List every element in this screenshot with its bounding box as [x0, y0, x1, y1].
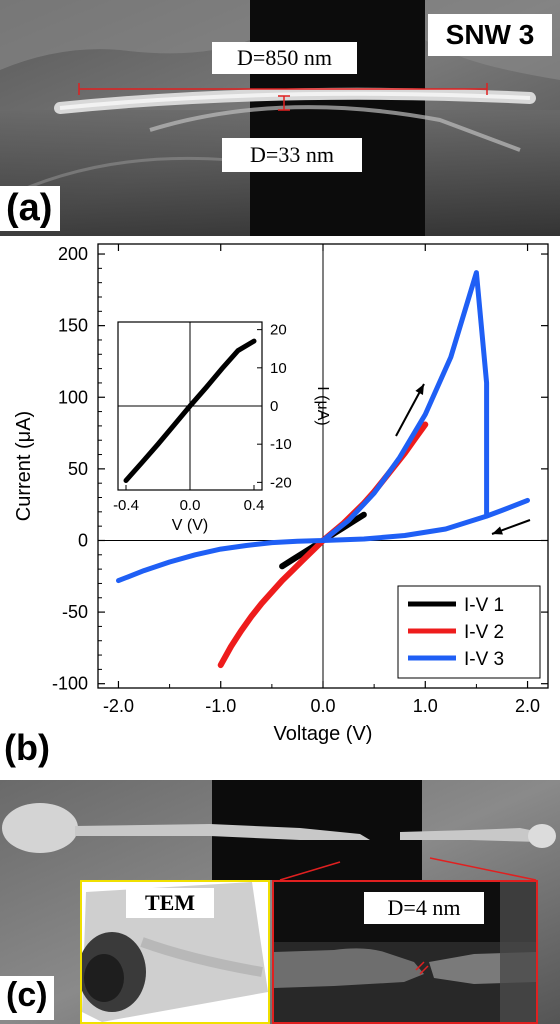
- length-label: D=850 nm: [212, 42, 357, 74]
- inset-y-tick-label: -10: [270, 436, 292, 453]
- tem-inset: TEM: [80, 880, 270, 1024]
- sem-image-panel-c: TEM D=4 nm (c): [0, 780, 560, 1024]
- sem-image-panel-a: D=850 nm D=33 nm SNW 3 (a): [0, 0, 560, 236]
- sample-label: SNW 3: [428, 14, 552, 56]
- x-axis-label: Voltage (V): [274, 723, 373, 745]
- y-tick-label: 50: [68, 459, 88, 479]
- x-tick-label: 2.0: [515, 696, 540, 716]
- y-tick-label: 150: [58, 316, 88, 336]
- inset-y-tick-label: 0: [270, 398, 278, 415]
- inset-y-tick-label: 20: [270, 322, 287, 339]
- y-tick-label: 200: [58, 244, 88, 264]
- inset-series-line: [123, 338, 257, 483]
- x-tick-label: 0.0: [310, 696, 335, 716]
- series-line-iv-3: [116, 270, 530, 584]
- inset-x-axis-label: V (V): [172, 517, 208, 534]
- inset-chart: -0.4 0.0 0.4 -20 -10 0 10 20 V (V) I (μA): [113, 321, 331, 534]
- panel-letter-c: (c): [0, 976, 54, 1020]
- inset-x-tick-label: -0.4: [113, 497, 139, 514]
- zoom-inset: D=4 nm: [272, 880, 538, 1024]
- inset-x-tick-label: 0.4: [244, 497, 265, 514]
- iv-chart: -2.0 -1.0 0.0 1.0 2.0-100-50050100150200Volt…: [13, 243, 549, 745]
- x-tick-label: -2.0: [103, 696, 134, 716]
- y-tick-label: -100: [52, 674, 88, 694]
- y-axis-label: Current (μA): [13, 411, 35, 521]
- inset-y-axis-label: I (μA): [314, 386, 331, 425]
- arrow-down-head: [492, 526, 503, 535]
- inset-y-tick-label: -20: [270, 474, 292, 491]
- y-tick-label: -50: [62, 602, 88, 622]
- gap-label: D=4 nm: [364, 892, 484, 924]
- legend-label-iv-2: I-V 2: [464, 622, 504, 643]
- legend-label-iv-3: I-V 3: [464, 649, 504, 670]
- y-tick-label: 100: [58, 387, 88, 407]
- width-label: D=33 nm: [222, 138, 362, 172]
- arrow-up-head: [415, 384, 424, 395]
- inset-x-tick-label: 0.0: [180, 497, 201, 514]
- panel-letter-b: (b): [0, 730, 54, 766]
- legend-label-iv-1: I-V 1: [464, 595, 504, 616]
- x-tick-label: 1.0: [413, 696, 438, 716]
- inset-y-tick-label: 10: [270, 360, 287, 377]
- y-tick-label: 0: [78, 530, 88, 550]
- tem-label: TEM: [126, 888, 214, 918]
- panel-letter-a: (a): [0, 186, 61, 231]
- x-tick-label: -1.0: [205, 696, 236, 716]
